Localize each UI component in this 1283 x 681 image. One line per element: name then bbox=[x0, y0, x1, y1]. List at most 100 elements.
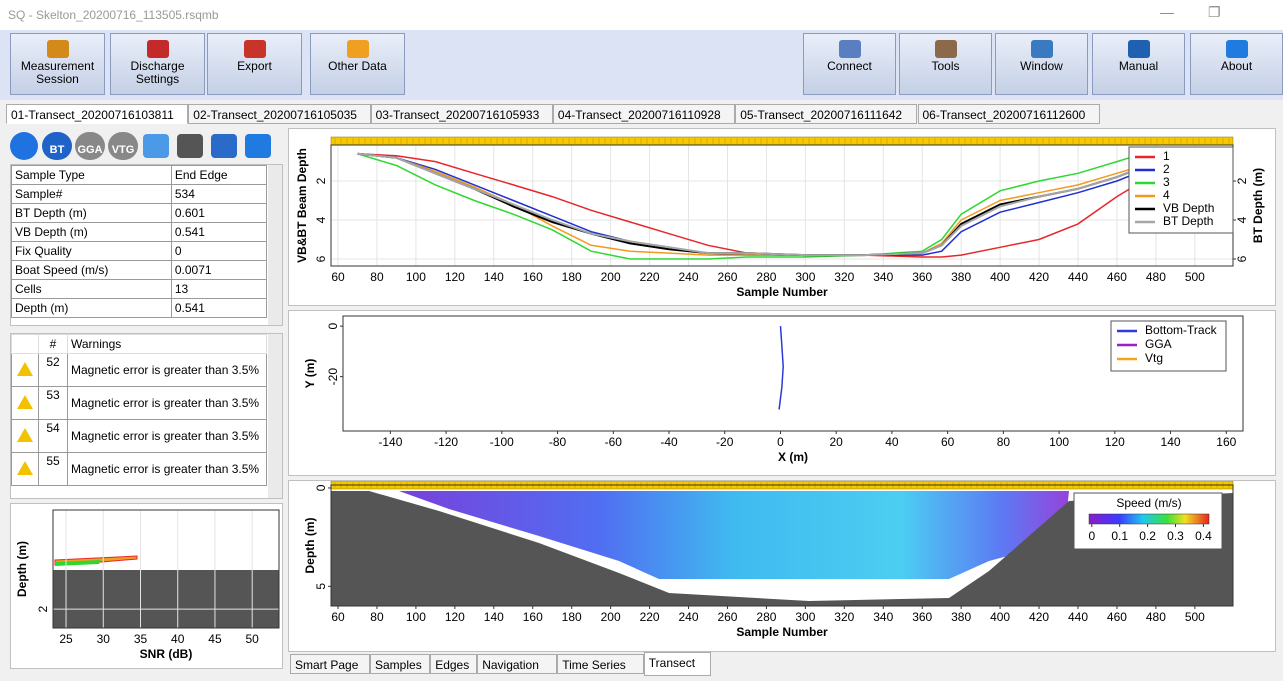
warning-icon bbox=[17, 361, 33, 376]
x-tick-label: 140 bbox=[484, 610, 504, 624]
warning-icon-cell bbox=[11, 353, 39, 387]
warning-icon-cell bbox=[11, 386, 39, 420]
y2-tick-label: 6 bbox=[1235, 255, 1249, 262]
status-icon bbox=[177, 134, 203, 158]
warning-icon bbox=[17, 427, 33, 442]
toolbar-button[interactable]: Discharge Settings bbox=[110, 33, 205, 95]
toolbar-button[interactable]: Manual bbox=[1092, 33, 1185, 95]
toolbar-button[interactable]: About bbox=[1190, 33, 1283, 95]
x-tick-label: 300 bbox=[795, 270, 815, 284]
restore-button[interactable]: ❐ bbox=[1208, 4, 1221, 20]
legend-label: Vtg bbox=[1145, 351, 1163, 365]
view-tab[interactable]: Edges bbox=[430, 654, 478, 674]
transect-tab[interactable]: 01-Transect_20200716103811 bbox=[6, 104, 189, 124]
x-tick-label: 100 bbox=[406, 610, 426, 624]
view-tab[interactable]: Navigation bbox=[477, 654, 558, 674]
series-line bbox=[357, 152, 1137, 257]
x-tick-label: 260 bbox=[717, 270, 737, 284]
x-tick-label: 440 bbox=[1068, 610, 1088, 624]
toolbar-button[interactable]: Tools bbox=[899, 33, 992, 95]
x-tick-label: 500 bbox=[1185, 270, 1205, 284]
series-line bbox=[357, 153, 1137, 260]
x-tick-label: 380 bbox=[951, 610, 971, 624]
x-tick-label: -20 bbox=[716, 435, 734, 449]
x-tick-label: 100 bbox=[406, 270, 426, 284]
button-label: Manual bbox=[1118, 59, 1159, 73]
toolbar-button[interactable]: Measurement Session bbox=[10, 33, 105, 95]
table-cell: Magnetic error is greater than 3.5% bbox=[67, 353, 267, 387]
colorbar-tick-label: 0.2 bbox=[1139, 529, 1156, 543]
x-tick-label: 140 bbox=[1161, 435, 1181, 449]
y-tick-label: 0 bbox=[326, 322, 340, 329]
window-title: SQ - Skelton_20200716_113505.rsqmb bbox=[8, 8, 219, 22]
table-cell: 0.0071 bbox=[170, 260, 268, 280]
colorbar-tick-label: 0.3 bbox=[1167, 529, 1184, 543]
scrollbar[interactable] bbox=[268, 165, 282, 325]
toolbar-button[interactable]: Export bbox=[207, 33, 302, 95]
x-tick-label: -40 bbox=[660, 435, 678, 449]
toolbar-button[interactable]: Other Data bbox=[310, 33, 405, 95]
button-icon bbox=[1127, 40, 1150, 58]
y-axis-label: VB&BT Beam Depth bbox=[295, 148, 309, 263]
plot-frame bbox=[330, 484, 1234, 607]
x-tick-label: 0 bbox=[777, 435, 784, 449]
view-tab[interactable]: Transect bbox=[643, 652, 711, 676]
table-cell: Magnetic error is greater than 3.5% bbox=[67, 419, 267, 453]
x-tick-label: 40 bbox=[885, 435, 899, 449]
series-line bbox=[357, 153, 1137, 256]
series-line bbox=[778, 326, 784, 410]
legend-label: Bottom-Track bbox=[1145, 323, 1218, 337]
table-cell: Sample# bbox=[11, 184, 172, 204]
button-label: Window bbox=[1020, 59, 1063, 73]
x-tick-label: 220 bbox=[640, 610, 660, 624]
status-icon: GGA bbox=[75, 132, 105, 160]
bottom-region bbox=[53, 570, 279, 628]
warning-row: 53 Magnetic error is greater than 3.5% bbox=[11, 386, 267, 420]
x-tick-label: 160 bbox=[523, 610, 543, 624]
plot-frame bbox=[342, 315, 1244, 432]
table-cell: 0.541 bbox=[170, 298, 268, 318]
status-icons: BT GGA VTG bbox=[10, 130, 285, 162]
view-tab[interactable]: Smart Page bbox=[290, 654, 370, 674]
sample-panel: Sample Type End Edge Sample# 534 BT Depth (m… bbox=[10, 164, 283, 326]
velocity-field bbox=[399, 491, 1069, 579]
view-tab[interactable]: Time Series bbox=[557, 654, 644, 674]
x-tick-label: 120 bbox=[1105, 435, 1125, 449]
x-tick-label: 180 bbox=[562, 270, 582, 284]
x-tick-label: 500 bbox=[1185, 610, 1205, 624]
x-tick-label: 340 bbox=[873, 270, 893, 284]
scrollbar[interactable] bbox=[268, 334, 282, 498]
transect-tab[interactable]: 03-Transect_20200716105933 bbox=[370, 104, 553, 124]
snr-chart: 25 30 35 40 45 50 2 SNR (dB) Depth (m) bbox=[15, 509, 280, 661]
transect-tab[interactable]: 02-Transect_20200716105035 bbox=[188, 104, 371, 124]
table-row: Sample Type End Edge bbox=[11, 165, 268, 185]
x-tick-label: 400 bbox=[990, 610, 1010, 624]
legend-label: BT Depth bbox=[1163, 214, 1213, 228]
x-tick-label: 360 bbox=[912, 610, 932, 624]
table-cell: 54 bbox=[38, 419, 68, 453]
x-tick-label: 380 bbox=[951, 270, 971, 284]
transect-tab[interactable]: 06-Transect_20200716112600 bbox=[917, 104, 1100, 124]
button-label: Export bbox=[237, 59, 272, 73]
transect-tab[interactable]: 04-Transect_20200716110928 bbox=[552, 104, 736, 124]
warnings-table: # Warnings 52 Magnetic error is greater tha… bbox=[11, 334, 267, 486]
button-icon bbox=[146, 40, 169, 58]
y-tick-label: 2 bbox=[36, 605, 50, 612]
legend-label: 4 bbox=[1163, 188, 1170, 202]
y-tick-label: 2 bbox=[314, 177, 328, 184]
legend-label: GGA bbox=[1145, 337, 1172, 351]
y-tick-label: 4 bbox=[314, 216, 328, 223]
y2-tick-label: 4 bbox=[1235, 216, 1249, 223]
transect-tab[interactable]: 05-Transect_20200716111642 bbox=[735, 104, 918, 124]
toolbar-button[interactable]: Window bbox=[995, 33, 1088, 95]
table-row: Fix Quality 0 bbox=[11, 241, 268, 261]
x-tick-label: 260 bbox=[717, 610, 737, 624]
y-axis-label: Depth (m) bbox=[15, 541, 29, 597]
y2-axis-label: BT Depth (m) bbox=[1251, 168, 1265, 243]
minimize-button[interactable]: — bbox=[1160, 4, 1174, 20]
track-panel: -140 -120 -100 -80 -60 -40 -20 0 20 40 60 80 100 120 1… bbox=[288, 310, 1276, 476]
x-tick-label: 180 bbox=[562, 610, 582, 624]
toolbar-button[interactable]: Connect bbox=[803, 33, 896, 95]
plot-frame bbox=[330, 144, 1234, 267]
view-tab[interactable]: Samples bbox=[370, 654, 431, 674]
